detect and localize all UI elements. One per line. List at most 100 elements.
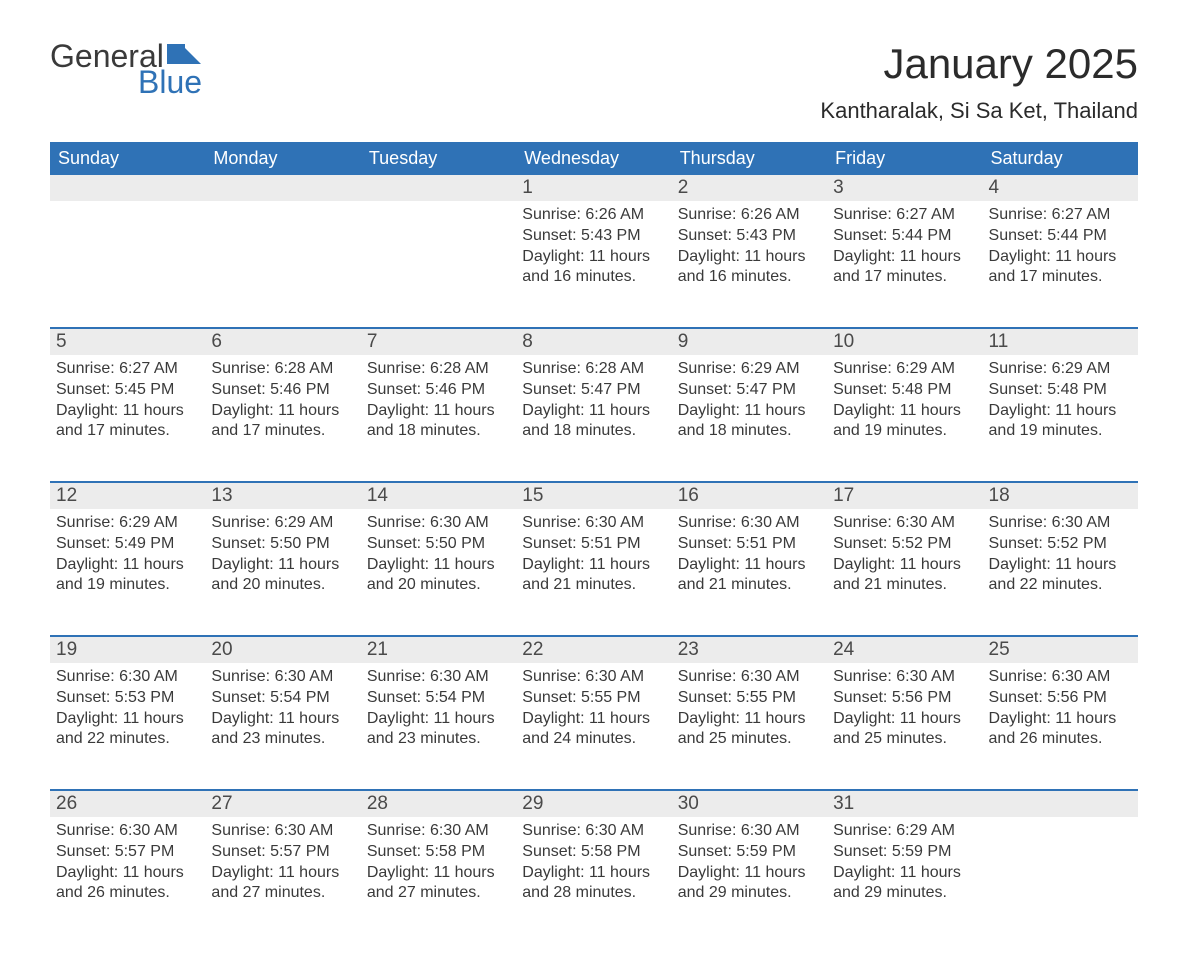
daylight-text: Daylight: 11 hours and 22 minutes. <box>56 709 193 751</box>
day-number <box>983 791 1132 817</box>
day-number <box>361 175 510 201</box>
sunrise-text: Sunrise: 6:29 AM <box>56 513 193 534</box>
day-cell: Sunrise: 6:29 AMSunset: 5:50 PMDaylight:… <box>205 509 354 621</box>
sunset-text: Sunset: 5:55 PM <box>678 688 815 709</box>
day-cell: Sunrise: 6:30 AMSunset: 5:55 PMDaylight:… <box>516 663 665 775</box>
day-number: 23 <box>672 637 821 663</box>
sunrise-text: Sunrise: 6:30 AM <box>678 821 815 842</box>
sunrise-text: Sunrise: 6:30 AM <box>833 513 970 534</box>
daylight-text: Daylight: 11 hours and 17 minutes. <box>989 247 1126 289</box>
daynum-row: 12131415161718 <box>50 483 1138 509</box>
day-cell: Sunrise: 6:29 AMSunset: 5:48 PMDaylight:… <box>827 355 976 467</box>
sunrise-text: Sunrise: 6:30 AM <box>367 821 504 842</box>
day-number: 8 <box>516 329 665 355</box>
sunrise-text: Sunrise: 6:26 AM <box>678 205 815 226</box>
day-number: 30 <box>672 791 821 817</box>
day-number: 22 <box>516 637 665 663</box>
sunset-text: Sunset: 5:55 PM <box>522 688 659 709</box>
sunrise-text: Sunrise: 6:30 AM <box>522 821 659 842</box>
day-cell <box>361 201 510 313</box>
sunset-text: Sunset: 5:47 PM <box>522 380 659 401</box>
sunrise-text: Sunrise: 6:30 AM <box>367 667 504 688</box>
day-cell: Sunrise: 6:27 AMSunset: 5:44 PMDaylight:… <box>827 201 976 313</box>
day-number <box>205 175 354 201</box>
sunset-text: Sunset: 5:44 PM <box>833 226 970 247</box>
daylight-text: Daylight: 11 hours and 20 minutes. <box>211 555 348 597</box>
sunrise-text: Sunrise: 6:30 AM <box>678 667 815 688</box>
sunset-text: Sunset: 5:56 PM <box>989 688 1126 709</box>
daylight-text: Daylight: 11 hours and 22 minutes. <box>989 555 1126 597</box>
sunrise-text: Sunrise: 6:30 AM <box>211 821 348 842</box>
day-cell: Sunrise: 6:30 AMSunset: 5:56 PMDaylight:… <box>983 663 1132 775</box>
sunrise-text: Sunrise: 6:30 AM <box>989 667 1126 688</box>
sunrise-text: Sunrise: 6:28 AM <box>522 359 659 380</box>
daylight-text: Daylight: 11 hours and 27 minutes. <box>367 863 504 905</box>
day-cell: Sunrise: 6:30 AMSunset: 5:58 PMDaylight:… <box>361 817 510 929</box>
weekday-friday: Friday <box>827 142 982 175</box>
day-cell: Sunrise: 6:30 AMSunset: 5:55 PMDaylight:… <box>672 663 821 775</box>
day-cell: Sunrise: 6:26 AMSunset: 5:43 PMDaylight:… <box>516 201 665 313</box>
sunset-text: Sunset: 5:57 PM <box>211 842 348 863</box>
day-cell <box>50 201 199 313</box>
day-number: 15 <box>516 483 665 509</box>
day-number: 17 <box>827 483 976 509</box>
sunset-text: Sunset: 5:46 PM <box>367 380 504 401</box>
sunrise-text: Sunrise: 6:28 AM <box>211 359 348 380</box>
location-text: Kantharalak, Si Sa Ket, Thailand <box>820 98 1138 124</box>
logo: General Blue <box>50 40 202 98</box>
day-cell: Sunrise: 6:28 AMSunset: 5:46 PMDaylight:… <box>205 355 354 467</box>
sunset-text: Sunset: 5:54 PM <box>211 688 348 709</box>
day-number: 6 <box>205 329 354 355</box>
daylight-text: Daylight: 11 hours and 18 minutes. <box>367 401 504 443</box>
sunset-text: Sunset: 5:58 PM <box>522 842 659 863</box>
weekday-wednesday: Wednesday <box>516 142 671 175</box>
day-number: 5 <box>50 329 199 355</box>
day-number: 12 <box>50 483 199 509</box>
day-number: 19 <box>50 637 199 663</box>
daylight-text: Daylight: 11 hours and 16 minutes. <box>678 247 815 289</box>
sunset-text: Sunset: 5:59 PM <box>678 842 815 863</box>
daylight-text: Daylight: 11 hours and 18 minutes. <box>522 401 659 443</box>
weekday-tuesday: Tuesday <box>361 142 516 175</box>
month-title: January 2025 <box>820 40 1138 88</box>
day-cell: Sunrise: 6:30 AMSunset: 5:59 PMDaylight:… <box>672 817 821 929</box>
daylight-text: Daylight: 11 hours and 25 minutes. <box>833 709 970 751</box>
daylight-text: Daylight: 11 hours and 29 minutes. <box>678 863 815 905</box>
day-cell: Sunrise: 6:28 AMSunset: 5:46 PMDaylight:… <box>361 355 510 467</box>
daylight-text: Daylight: 11 hours and 21 minutes. <box>522 555 659 597</box>
day-cell: Sunrise: 6:30 AMSunset: 5:56 PMDaylight:… <box>827 663 976 775</box>
sunrise-text: Sunrise: 6:29 AM <box>833 821 970 842</box>
sunset-text: Sunset: 5:51 PM <box>678 534 815 555</box>
daynum-row: 1234 <box>50 175 1138 201</box>
day-number: 24 <box>827 637 976 663</box>
sunrise-text: Sunrise: 6:27 AM <box>833 205 970 226</box>
day-number: 4 <box>983 175 1132 201</box>
sunrise-text: Sunrise: 6:30 AM <box>522 667 659 688</box>
sunset-text: Sunset: 5:51 PM <box>522 534 659 555</box>
day-number: 21 <box>361 637 510 663</box>
day-cell: Sunrise: 6:26 AMSunset: 5:43 PMDaylight:… <box>672 201 821 313</box>
day-number: 10 <box>827 329 976 355</box>
day-cell: Sunrise: 6:30 AMSunset: 5:50 PMDaylight:… <box>361 509 510 621</box>
logo-text-blue: Blue <box>138 66 202 98</box>
weekday-monday: Monday <box>205 142 360 175</box>
day-number: 11 <box>983 329 1132 355</box>
daylight-text: Daylight: 11 hours and 17 minutes. <box>211 401 348 443</box>
sunset-text: Sunset: 5:56 PM <box>833 688 970 709</box>
sunset-text: Sunset: 5:52 PM <box>833 534 970 555</box>
day-number: 1 <box>516 175 665 201</box>
weekday-sunday: Sunday <box>50 142 205 175</box>
sunset-text: Sunset: 5:49 PM <box>56 534 193 555</box>
day-number: 18 <box>983 483 1132 509</box>
day-cell: Sunrise: 6:29 AMSunset: 5:48 PMDaylight:… <box>983 355 1132 467</box>
day-cell: Sunrise: 6:30 AMSunset: 5:54 PMDaylight:… <box>361 663 510 775</box>
daylight-text: Daylight: 11 hours and 19 minutes. <box>833 401 970 443</box>
day-number: 7 <box>361 329 510 355</box>
sunrise-text: Sunrise: 6:30 AM <box>833 667 970 688</box>
sunrise-text: Sunrise: 6:30 AM <box>56 821 193 842</box>
sunrise-text: Sunrise: 6:27 AM <box>989 205 1126 226</box>
sunset-text: Sunset: 5:59 PM <box>833 842 970 863</box>
sunset-text: Sunset: 5:58 PM <box>367 842 504 863</box>
day-cell: Sunrise: 6:30 AMSunset: 5:52 PMDaylight:… <box>983 509 1132 621</box>
weekday-saturday: Saturday <box>983 142 1138 175</box>
